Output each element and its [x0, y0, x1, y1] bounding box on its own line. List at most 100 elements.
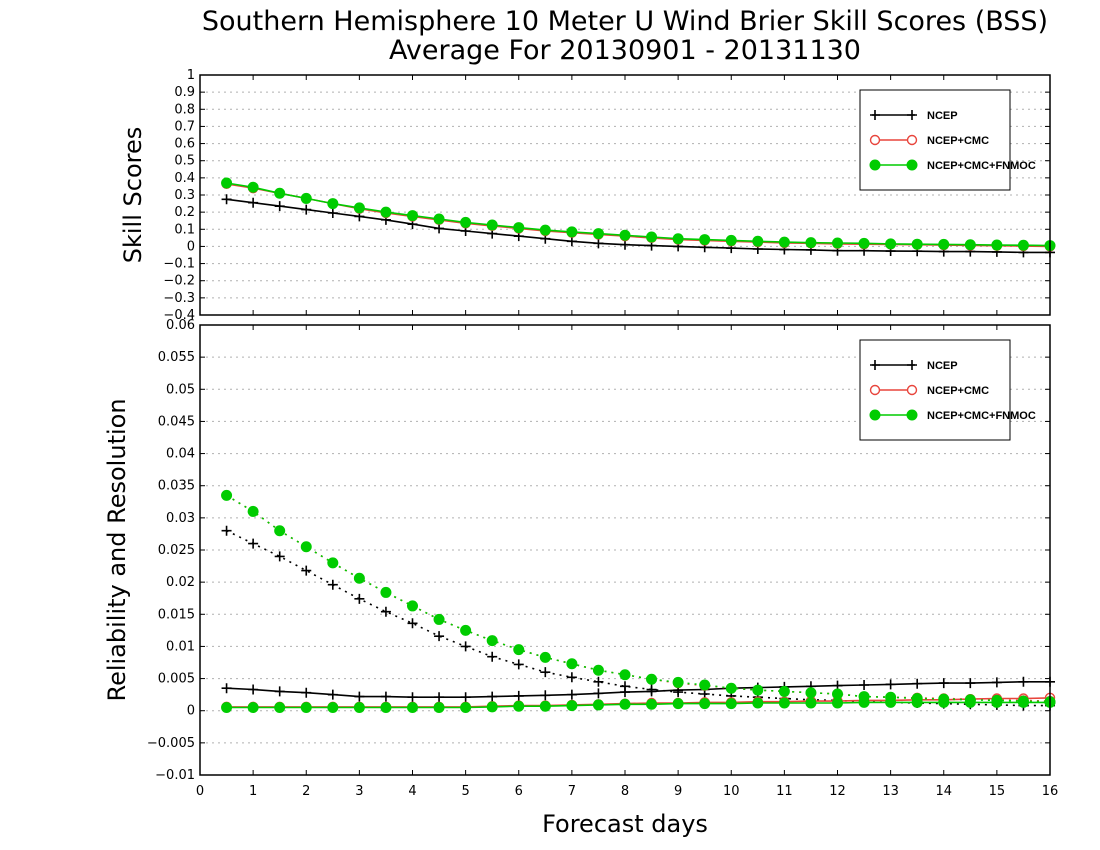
legend-label: NCEP — [927, 110, 958, 122]
series-ncep-cmc-fnmoc-reliability-point — [327, 702, 339, 713]
x-tick-label: 10 — [723, 784, 740, 799]
series-ncep-cmc-fnmoc-point — [592, 228, 604, 240]
legend-marker — [906, 409, 918, 421]
series-ncep-cmc-fnmoc-resolution-point — [699, 679, 711, 691]
legend-label: NCEP+CMC — [927, 135, 989, 147]
series-ncep-cmc-fnmoc-resolution-point — [725, 682, 737, 694]
legend-marker — [869, 409, 881, 421]
y-tick-label: 0 — [187, 239, 195, 254]
y-tick-label: 0.015 — [158, 607, 195, 622]
series-ncep-resolution-point — [646, 684, 657, 695]
legend: NCEP NCEP+CMC NCEP+CMC+FNMOC — [859, 339, 1036, 441]
series-ncep-cmc-fnmoc-reliability-point — [592, 699, 604, 711]
series-ncep-cmc-fnmoc-reliability-point — [513, 700, 525, 712]
series-ncep-resolution-point — [673, 687, 684, 698]
series-ncep-cmc-fnmoc-resolution-point — [752, 684, 764, 696]
legend-marker — [869, 159, 881, 171]
series-ncep-cmc-fnmoc-resolution-point — [353, 572, 365, 584]
chart-title: Southern Hemisphere 10 Meter U Wind Brie… — [202, 6, 1048, 37]
series-ncep-resolution-point — [460, 641, 471, 652]
y-tick-label: 0.4 — [174, 171, 195, 186]
series-ncep-cmc-fnmoc-reliability-point — [752, 697, 764, 709]
series-ncep-resolution-point — [221, 525, 232, 536]
series-ncep-resolution-point — [248, 538, 259, 549]
series-ncep-cmc-fnmoc-point — [646, 231, 658, 243]
y-tick-label: 0.02 — [166, 575, 195, 590]
series-ncep-cmc-fnmoc-point — [539, 224, 551, 236]
y-tick-label: 0.055 — [158, 350, 195, 365]
y-tick-label: 0 — [187, 704, 195, 719]
series-ncep-reliability-line — [226, 681, 1050, 698]
series-ncep-cmc-fnmoc-reliability-point — [407, 702, 418, 713]
series-ncep-reliability-point — [380, 691, 391, 702]
series-ncep-reliability-point — [566, 689, 577, 700]
series-ncep-reliability-point — [885, 679, 896, 690]
series-ncep-cmc-fnmoc-resolution-point — [407, 600, 418, 612]
legend: NCEP NCEP+CMC NCEP+CMC+FNMOC — [859, 89, 1036, 191]
series-ncep-reliability-point — [593, 688, 604, 699]
x-tick-label: 16 — [1042, 784, 1059, 799]
series-ncep-reliability-point — [460, 692, 471, 703]
series-ncep-cmc-fnmoc-point — [725, 234, 737, 246]
series-ncep-cmc-fnmoc-point — [300, 192, 312, 204]
series-ncep-cmc-fnmoc-point — [619, 229, 631, 241]
series-ncep-cmc-fnmoc-reliability-point — [247, 702, 259, 713]
series-ncep-reliability-point — [859, 680, 870, 690]
series-ncep-point — [566, 236, 577, 247]
series-ncep-cmc-fnmoc-point — [327, 198, 339, 210]
series-ncep-cmc-fnmoc-point — [460, 216, 472, 228]
series-ncep-reliability-point — [487, 691, 498, 702]
y-tick-label: 0.04 — [166, 447, 195, 462]
series-ncep-cmc-fnmoc-resolution-point — [327, 557, 339, 569]
series-ncep-cmc-fnmoc-point — [964, 239, 976, 251]
series-ncep-cmc-fnmoc-point — [274, 187, 286, 199]
legend-marker — [906, 159, 918, 171]
series-ncep-point — [301, 204, 312, 215]
series-ncep-reliability-point — [965, 678, 976, 689]
series-ncep-cmc-fnmoc-resolution-point — [672, 676, 684, 688]
series-ncep-cmc-fnmoc-resolution-point — [539, 651, 551, 663]
x-tick-label: 14 — [935, 784, 952, 799]
series-ncep-cmc-fnmoc-resolution-point — [964, 694, 976, 706]
series-ncep-cmc-resolution-line — [226, 494, 1051, 702]
series-ncep-reliability-point — [991, 677, 1002, 688]
y-tick-label: −0.01 — [155, 768, 195, 783]
series-ncep-reliability-point — [407, 692, 418, 703]
series-ncep-cmc-fnmoc-resolution-point — [274, 525, 286, 537]
x-tick-label: 15 — [989, 784, 1006, 799]
series-ncep-cmc-fnmoc-reliability-point — [778, 697, 790, 709]
series-ncep-resolution-point — [620, 681, 630, 692]
series-ncep-resolution-point — [380, 606, 391, 617]
series-ncep-cmc-fnmoc-point — [1017, 239, 1029, 251]
y-tick-label: 0.9 — [174, 85, 195, 100]
series-ncep-cmc-fnmoc-reliability-point — [353, 702, 365, 713]
series-ncep-cmc-fnmoc-reliability-point — [460, 702, 472, 713]
series-ncep-cmc-fnmoc-point — [911, 238, 923, 250]
y-tick-label: −0.1 — [163, 257, 195, 272]
series-ncep-cmc-fnmoc-resolution-point — [805, 687, 817, 699]
x-tick-label: 5 — [461, 784, 469, 799]
series-ncep-cmc-fnmoc-resolution-point — [885, 691, 897, 703]
y-tick-label: 0.2 — [174, 205, 195, 220]
legend-marker — [869, 384, 881, 396]
y-tick-label: 0.03 — [166, 511, 195, 526]
series-ncep-cmc-fnmoc-resolution-point — [1017, 695, 1029, 707]
y-tick-label: 0.06 — [166, 318, 195, 333]
x-axis-label: Forecast days — [542, 810, 708, 838]
x-tick-label: 4 — [408, 784, 416, 799]
legend-marker — [869, 134, 881, 146]
legend-marker — [906, 134, 918, 146]
series-ncep-resolution-point — [540, 667, 551, 678]
y-tick-label: −0.2 — [163, 274, 195, 289]
series-ncep-resolution-point — [354, 593, 365, 604]
series-ncep-cmc-fnmoc-reliability-point — [380, 702, 392, 713]
series-ncep-cmc-fnmoc-reliability-point — [300, 702, 312, 713]
series-ncep-cmc-fnmoc-resolution-point — [433, 613, 445, 625]
series-ncep-point — [593, 238, 604, 249]
series-ncep-cmc-fnmoc-resolution-point — [778, 685, 790, 697]
series-ncep-reliability-point — [221, 683, 232, 694]
series-ncep-reliability-point — [327, 689, 338, 700]
series-ncep-cmc-fnmoc-reliability-point — [619, 698, 631, 710]
series-ncep-cmc-fnmoc-reliability-point — [646, 698, 658, 710]
